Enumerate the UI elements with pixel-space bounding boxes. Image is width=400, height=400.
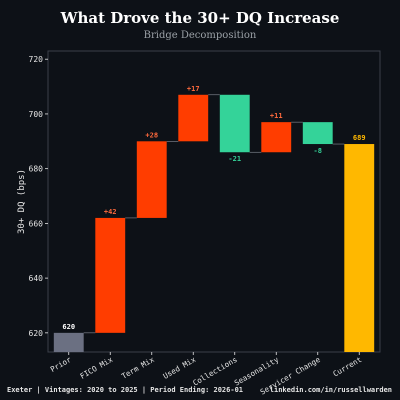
x-tick-label: Term Mix [120,355,156,381]
bar-servicer-change [302,122,333,145]
data-label: -8 [314,147,322,155]
data-label: 689 [353,134,366,142]
chart-subtitle: Bridge Decomposition [143,30,257,41]
data-label: +11 [270,112,283,120]
bar-fico-mix [95,217,126,333]
bar-collections [219,94,250,153]
bar-current [344,144,375,352]
data-label: +28 [145,131,158,139]
footer-source: Exeter | Vintages: 2020 to 2025 | Period… [7,386,244,394]
data-label: +17 [187,85,200,93]
data-label: -21 [228,155,241,163]
x-tick-label: Prior [49,355,73,374]
x-tick-label: FICO Mix [78,355,114,381]
y-axis-label: 30+ DQ (bps) [17,169,27,234]
chart-title: What Drove the 30+ DQ Increase [60,9,340,27]
bar-prior [53,332,84,352]
data-label: 620 [62,323,75,331]
y-tick-label: 640 [29,274,44,283]
y-tick-label: 660 [29,219,44,228]
data-label: +42 [104,208,117,216]
x-tick-label: Current [331,355,363,379]
y-tick-label: 720 [29,55,44,64]
footer-credit: linkedin.com/in/russellwarden [269,386,392,394]
plot-frame [47,50,381,353]
x-tick-label: Used Mix [161,355,197,381]
bar-used-mix [178,94,209,142]
x-tick-label: Collections [191,355,239,388]
y-tick-label: 700 [29,110,44,119]
y-tick-label: 620 [29,329,44,338]
bar-seasonality [261,122,292,153]
y-tick-label: 680 [29,165,44,174]
bar-term-mix [136,141,167,218]
